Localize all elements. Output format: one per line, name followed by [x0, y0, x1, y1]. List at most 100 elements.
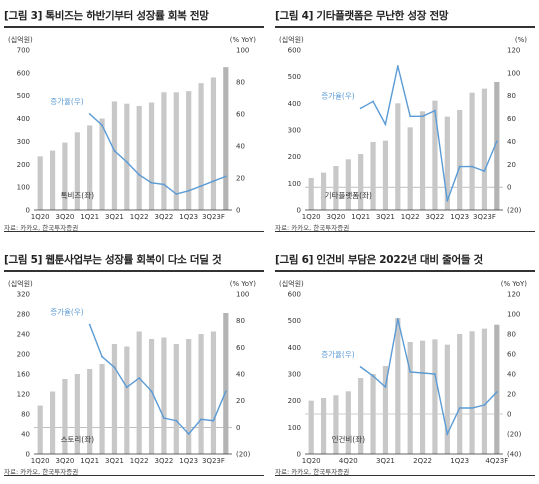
right-tick-label: 20	[507, 391, 516, 399]
x-tick-label: 3Q23F	[202, 457, 225, 465]
left-tick-label: 300	[288, 127, 301, 135]
right-tick-label: 40	[236, 143, 245, 151]
left-tick-label: 320	[17, 291, 30, 299]
x-tick-label: 3Q20	[56, 213, 75, 221]
right-tick-label: (20)	[236, 451, 251, 459]
right-tick-label: 80	[236, 317, 245, 325]
x-tick-label: 1Q20	[302, 457, 321, 465]
growth-point	[125, 386, 128, 389]
growth-point	[175, 419, 178, 422]
bar	[74, 374, 80, 454]
x-tick-label: 1Q22	[401, 213, 420, 221]
title-rule	[275, 26, 535, 28]
bar	[186, 91, 192, 210]
bar	[469, 331, 475, 454]
bar	[481, 328, 488, 454]
left-tick-label: 80	[21, 411, 30, 419]
bar	[308, 178, 314, 210]
growth-point	[471, 165, 473, 168]
growth-point	[458, 165, 461, 168]
bar-series-label: 인건비(좌)	[332, 434, 366, 444]
right-tick-label: 40	[507, 371, 516, 379]
right-tick-label: 0	[236, 207, 240, 215]
growth-point	[113, 366, 116, 369]
growth-point	[200, 185, 202, 187]
right-tick-label: 60	[236, 344, 245, 352]
bar	[223, 67, 229, 210]
x-tick-label: 1Q21	[351, 213, 370, 221]
left-tick-label: 400	[17, 115, 30, 123]
bar	[333, 166, 339, 210]
growth-line	[360, 318, 498, 437]
bar	[136, 331, 142, 454]
chart-title: [그림 4] 기타플랫폼은 무난한 성장 전망	[275, 10, 449, 22]
growth-point	[409, 115, 412, 118]
bar	[87, 125, 93, 210]
left-tick-label: 600	[288, 291, 301, 299]
source-note: 자료: 카카오, 한국투자증권	[275, 224, 350, 232]
right-tick-label: 120	[507, 291, 520, 299]
right-tick-label: 80	[507, 331, 516, 339]
growth-point	[359, 366, 362, 368]
growth-point	[446, 433, 449, 435]
bar	[210, 331, 217, 454]
left-tick-label: 100	[17, 184, 30, 192]
title-rule	[275, 270, 535, 272]
growth-point	[150, 390, 153, 393]
right-tick-label: 100	[507, 311, 520, 319]
right-tick-label: (20)	[507, 207, 522, 215]
bar	[173, 344, 179, 454]
bar	[37, 405, 43, 454]
left-tick-label: 400	[288, 100, 301, 108]
chart-svg: (십억원) (% YoY) 0 40 80 120 160 200 240 280 320 (20) 0…	[8, 279, 256, 465]
x-tick-label: 4Q23F	[485, 457, 508, 465]
line-series-label: 증가율(우)	[50, 308, 84, 317]
growth-point	[495, 140, 498, 143]
x-tick-label: 3Q23F	[473, 213, 496, 221]
x-tick-label: 1Q23	[450, 457, 469, 465]
bar	[457, 110, 463, 210]
bar	[148, 339, 155, 454]
bar	[419, 111, 426, 210]
right-tick-label: 100	[236, 291, 249, 299]
growth-point	[200, 418, 202, 421]
growth-point	[212, 180, 215, 183]
right-tick-label: 0	[236, 424, 240, 432]
left-axis-unit: (십억원)	[8, 35, 33, 44]
growth-point	[446, 199, 449, 202]
chart-title: [그림 3] 톡비즈는 하반기부터 성장률 회복 전망	[4, 10, 209, 22]
growth-point	[495, 391, 498, 393]
left-tick-label: 240	[17, 331, 30, 339]
bar	[407, 127, 413, 210]
chart-title: [그림 6] 인건비 부담은 2022년 대비 줄어들 것	[275, 254, 483, 266]
growth-point	[372, 100, 374, 103]
left-tick-label: 120	[17, 391, 30, 399]
right-tick-label: 120	[507, 47, 520, 55]
growth-point	[421, 115, 424, 118]
bar	[148, 102, 155, 210]
left-tick-label: 0	[26, 451, 30, 459]
left-tick-label: 600	[17, 69, 30, 77]
growth-point	[150, 181, 153, 184]
growth-point	[163, 417, 165, 419]
bar	[49, 391, 56, 454]
right-tick-label: 60	[236, 111, 245, 119]
growth-point	[88, 323, 91, 326]
bar	[99, 118, 105, 210]
bar	[345, 391, 351, 454]
bar	[358, 378, 364, 454]
bar	[432, 100, 438, 210]
bar	[111, 101, 118, 210]
left-tick-label: 200	[17, 351, 30, 359]
x-tick-label: 3Q23F	[202, 213, 225, 221]
right-tick-label: 80	[236, 79, 245, 87]
bar	[308, 400, 314, 454]
bar	[494, 82, 500, 210]
left-tick-label: 0	[297, 451, 301, 459]
bar	[457, 334, 463, 454]
bottom-rule	[4, 475, 264, 476]
growth-point	[384, 386, 387, 388]
growth-point	[88, 113, 91, 115]
growth-point	[396, 318, 399, 320]
bar	[198, 83, 204, 210]
